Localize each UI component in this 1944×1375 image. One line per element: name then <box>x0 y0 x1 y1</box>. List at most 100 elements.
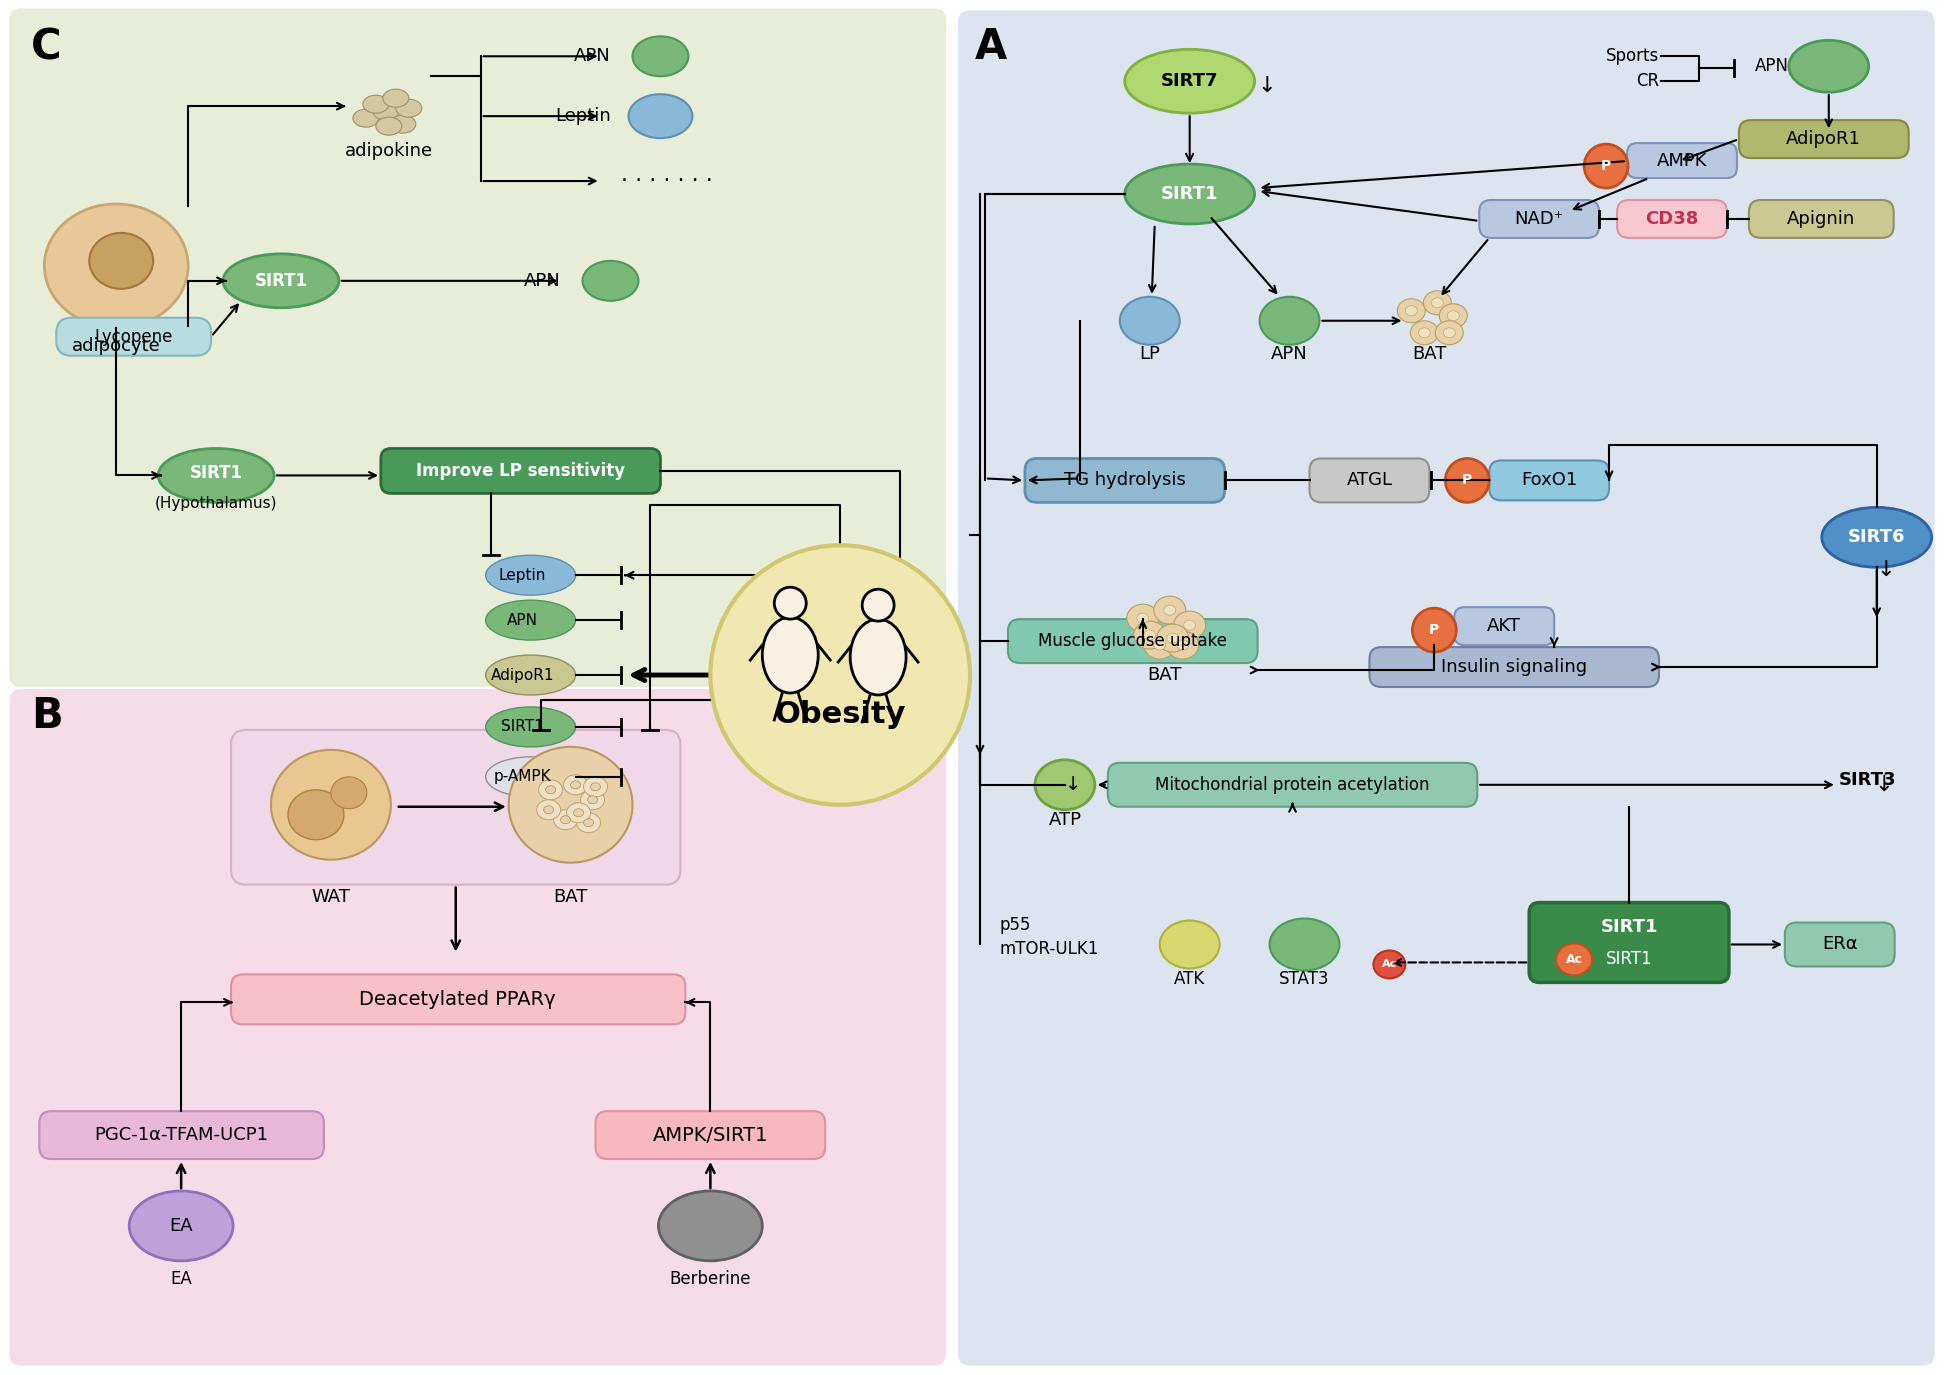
Ellipse shape <box>583 777 608 796</box>
FancyBboxPatch shape <box>1627 143 1736 177</box>
Ellipse shape <box>1406 305 1417 316</box>
Text: ↓: ↓ <box>1876 560 1895 580</box>
Text: ATK: ATK <box>1174 971 1205 989</box>
FancyBboxPatch shape <box>1785 923 1895 967</box>
Ellipse shape <box>861 590 894 622</box>
Ellipse shape <box>581 789 605 810</box>
Ellipse shape <box>1164 605 1176 615</box>
Text: APN: APN <box>523 272 560 290</box>
Ellipse shape <box>573 808 583 817</box>
FancyBboxPatch shape <box>1530 902 1728 982</box>
Text: LP: LP <box>1139 345 1161 363</box>
Text: ATP: ATP <box>1048 811 1081 829</box>
Ellipse shape <box>486 654 575 694</box>
Text: A: A <box>976 26 1007 69</box>
Text: APN: APN <box>1755 58 1788 76</box>
Text: Ac: Ac <box>1565 953 1582 967</box>
Text: adipokine: adipokine <box>344 142 434 160</box>
Text: mTOR-ULK1: mTOR-ULK1 <box>999 941 1100 958</box>
Ellipse shape <box>1411 320 1439 345</box>
Ellipse shape <box>1176 641 1188 650</box>
Text: Leptin: Leptin <box>554 107 610 125</box>
Ellipse shape <box>1444 458 1489 502</box>
Ellipse shape <box>566 803 591 822</box>
Text: WAT: WAT <box>311 888 350 906</box>
Text: P: P <box>1429 623 1439 637</box>
Text: CR: CR <box>1637 73 1658 91</box>
Ellipse shape <box>1143 631 1176 659</box>
Ellipse shape <box>486 556 575 595</box>
Ellipse shape <box>45 204 189 327</box>
Text: ↓: ↓ <box>1258 76 1275 96</box>
Ellipse shape <box>1166 631 1199 659</box>
FancyBboxPatch shape <box>231 730 680 884</box>
Text: SIRT1: SIRT1 <box>1606 950 1652 968</box>
Text: APN: APN <box>573 47 610 65</box>
Text: Improve LP sensitivity: Improve LP sensitivity <box>416 462 626 480</box>
Ellipse shape <box>554 810 577 829</box>
Ellipse shape <box>1153 641 1166 650</box>
FancyBboxPatch shape <box>1108 763 1477 807</box>
Ellipse shape <box>1398 298 1425 323</box>
Text: AdipoR1: AdipoR1 <box>1787 131 1860 148</box>
Text: AMPK/SIRT1: AMPK/SIRT1 <box>653 1126 768 1144</box>
Text: Obesity: Obesity <box>774 700 906 730</box>
FancyBboxPatch shape <box>231 975 686 1024</box>
Text: B: B <box>31 694 62 737</box>
Text: Apignin: Apignin <box>1787 210 1855 228</box>
Ellipse shape <box>1442 327 1456 338</box>
Circle shape <box>710 546 970 804</box>
Ellipse shape <box>157 448 274 502</box>
Text: P: P <box>1462 473 1472 487</box>
FancyBboxPatch shape <box>1369 648 1658 688</box>
Ellipse shape <box>1448 311 1460 320</box>
Ellipse shape <box>564 775 587 795</box>
Ellipse shape <box>1413 608 1456 652</box>
FancyBboxPatch shape <box>1024 458 1225 502</box>
Ellipse shape <box>850 619 906 694</box>
Text: CD38: CD38 <box>1645 210 1699 228</box>
FancyBboxPatch shape <box>1454 608 1553 645</box>
Ellipse shape <box>572 781 581 789</box>
Text: Lycopene: Lycopene <box>93 327 173 345</box>
Ellipse shape <box>1128 604 1159 632</box>
Ellipse shape <box>1419 327 1431 338</box>
Ellipse shape <box>577 813 601 833</box>
Text: ATGL: ATGL <box>1347 472 1392 490</box>
Text: Sports: Sports <box>1606 47 1658 65</box>
Text: FoxO1: FoxO1 <box>1520 472 1577 490</box>
Ellipse shape <box>391 116 416 133</box>
Ellipse shape <box>1126 164 1254 224</box>
Ellipse shape <box>270 749 391 859</box>
Text: BAT: BAT <box>1411 345 1446 363</box>
Ellipse shape <box>1431 298 1442 308</box>
Text: ERα: ERα <box>1822 935 1858 953</box>
Ellipse shape <box>537 800 560 820</box>
Ellipse shape <box>544 806 554 814</box>
Ellipse shape <box>1137 613 1149 623</box>
Ellipse shape <box>774 587 807 619</box>
FancyBboxPatch shape <box>958 11 1934 1365</box>
Text: p55: p55 <box>999 916 1032 934</box>
Ellipse shape <box>1423 290 1452 315</box>
FancyBboxPatch shape <box>39 1111 325 1159</box>
Text: BAT: BAT <box>554 888 587 906</box>
Ellipse shape <box>1157 624 1188 652</box>
Text: SIRT3: SIRT3 <box>1839 771 1895 789</box>
Ellipse shape <box>1184 620 1196 630</box>
Text: TG hydrolysis: TG hydrolysis <box>1063 472 1186 490</box>
Text: STAT3: STAT3 <box>1279 971 1330 989</box>
Ellipse shape <box>1133 622 1166 649</box>
Text: Leptin: Leptin <box>500 568 546 583</box>
Ellipse shape <box>89 232 154 289</box>
Ellipse shape <box>1174 610 1205 639</box>
Ellipse shape <box>628 95 692 138</box>
Text: P: P <box>1602 160 1612 173</box>
Ellipse shape <box>128 1191 233 1261</box>
Text: Muscle glucose uptake: Muscle glucose uptake <box>1038 632 1227 650</box>
Ellipse shape <box>1034 760 1094 810</box>
Text: SIRT1: SIRT1 <box>1600 917 1658 935</box>
FancyBboxPatch shape <box>1310 458 1429 502</box>
FancyBboxPatch shape <box>1007 619 1258 663</box>
Ellipse shape <box>383 89 408 107</box>
